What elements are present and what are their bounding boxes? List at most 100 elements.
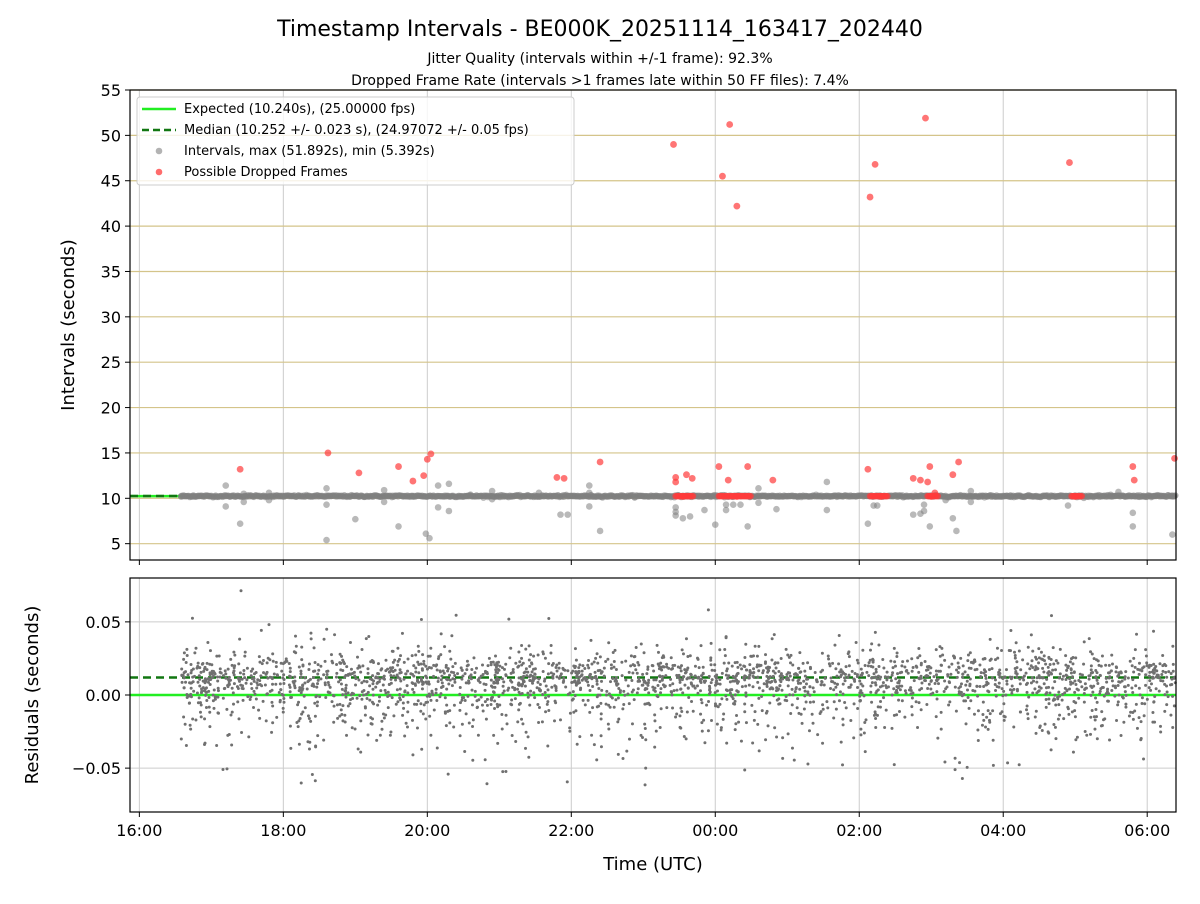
residual-point <box>1108 671 1111 674</box>
residual-point <box>627 684 630 687</box>
residual-point <box>966 680 969 683</box>
residual-point <box>401 632 404 635</box>
residual-point <box>1047 666 1050 669</box>
residual-point <box>1049 671 1052 674</box>
residual-point <box>1096 737 1099 740</box>
residual-point <box>765 675 768 678</box>
residual-point <box>416 679 419 682</box>
residual-point <box>1103 695 1106 698</box>
residual-point <box>982 719 985 722</box>
dropped-frame-point <box>922 115 929 122</box>
residual-point <box>447 667 450 670</box>
residual-point <box>1130 687 1133 690</box>
residual-point <box>744 691 747 694</box>
residual-point <box>1035 691 1038 694</box>
residual-point <box>961 673 964 676</box>
interval-point <box>865 520 872 527</box>
residual-point <box>510 672 513 675</box>
residual-point <box>389 678 392 681</box>
residual-point <box>657 651 660 654</box>
interval-point <box>744 523 751 530</box>
residual-point <box>265 693 268 696</box>
residual-point <box>715 677 718 680</box>
residual-point <box>669 684 672 687</box>
residual-point <box>609 680 612 683</box>
residual-point <box>417 663 420 666</box>
dropped-frame-point <box>1129 463 1136 470</box>
residual-point <box>750 704 753 707</box>
residual-point <box>325 628 328 631</box>
residual-point <box>352 692 355 695</box>
residual-point <box>708 687 711 690</box>
residual-point <box>504 770 507 773</box>
residual-point <box>681 678 684 681</box>
interval-point <box>926 523 933 530</box>
interval-point <box>968 488 975 495</box>
residual-point <box>360 698 363 701</box>
residual-point <box>411 753 414 756</box>
residual-point <box>301 710 304 713</box>
residual-point <box>1133 710 1136 713</box>
residual-point <box>1040 658 1043 661</box>
residual-point <box>841 763 844 766</box>
residual-point <box>701 730 704 733</box>
residual-point <box>562 677 565 680</box>
residual-point <box>607 723 610 726</box>
residual-point <box>188 701 191 704</box>
residual-point <box>447 682 450 685</box>
residual-point <box>581 679 584 682</box>
residual-point <box>312 683 315 686</box>
residual-point <box>453 681 456 684</box>
residual-point <box>271 721 274 724</box>
residual-point <box>753 719 756 722</box>
residual-point <box>468 721 471 724</box>
residual-point <box>594 657 597 660</box>
residual-point <box>940 664 943 667</box>
residual-point <box>240 589 243 592</box>
residual-point <box>894 665 897 668</box>
residual-point <box>656 694 659 697</box>
residual-point <box>1067 707 1070 710</box>
residual-point <box>406 670 409 673</box>
residual-point <box>583 667 586 670</box>
residual-point <box>809 667 812 670</box>
residual-point <box>262 659 265 662</box>
residual-point <box>910 657 913 660</box>
residual-point <box>1124 685 1127 688</box>
residual-point <box>252 690 255 693</box>
residual-point <box>590 734 593 737</box>
residual-point <box>1016 689 1019 692</box>
residual-point <box>419 710 422 713</box>
residual-point <box>664 685 667 688</box>
residual-point <box>777 703 780 706</box>
residual-point <box>891 671 894 674</box>
residual-point <box>1074 683 1077 686</box>
residual-point <box>523 671 526 674</box>
residual-point <box>874 681 877 684</box>
residual-point <box>575 659 578 662</box>
residual-point <box>976 695 979 698</box>
residual-point <box>769 687 772 690</box>
residual-point <box>204 694 207 697</box>
dropped-frame-point <box>864 466 871 473</box>
residual-point <box>581 673 584 676</box>
residual-point <box>1052 646 1055 649</box>
residual-point <box>485 782 488 785</box>
residual-point <box>1050 748 1053 751</box>
residual-point <box>973 690 976 693</box>
residual-point <box>518 660 521 663</box>
residual-point <box>791 703 794 706</box>
residual-point <box>1072 751 1075 754</box>
residual-point <box>289 675 292 678</box>
dropped-frame-point <box>1066 159 1073 166</box>
residual-point <box>798 651 801 654</box>
residual-point <box>964 699 967 702</box>
residual-point <box>316 704 319 707</box>
residual-point <box>398 672 401 675</box>
residual-point <box>211 671 214 674</box>
residual-point <box>1103 717 1106 720</box>
interval-point <box>446 480 453 487</box>
residual-point <box>1171 645 1174 648</box>
residual-point <box>239 684 242 687</box>
residual-point <box>1167 695 1170 698</box>
